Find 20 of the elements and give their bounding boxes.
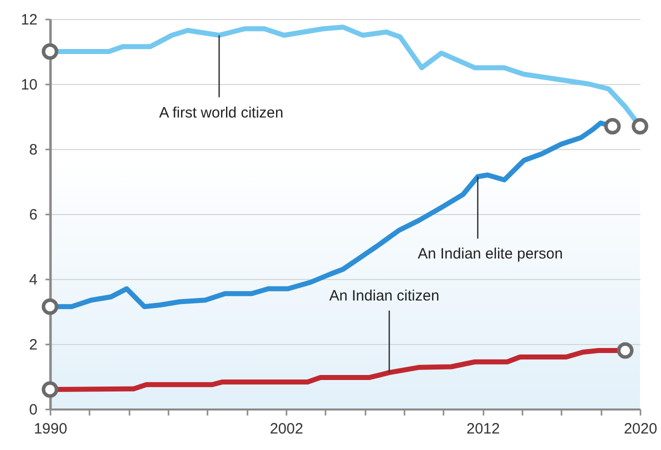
point xyxy=(42,298,58,315)
y-tick-label: 10 xyxy=(20,76,38,94)
point xyxy=(42,381,58,398)
y-tick-label: 4 xyxy=(29,272,38,288)
annotation: An Indian elite person xyxy=(418,246,563,263)
point xyxy=(604,118,621,135)
x-tick-label: 2020 xyxy=(624,420,658,438)
annotation: An Indian citizen xyxy=(329,288,440,305)
x-tick-label: 2002 xyxy=(270,420,304,438)
y-tick-label: 2 xyxy=(29,336,38,354)
point xyxy=(42,43,58,60)
y-tick-label: 6 xyxy=(29,206,38,224)
x-tick-label: 1990 xyxy=(34,420,68,438)
y-tick-label: 12 xyxy=(20,12,38,28)
annotation: A first world citizen xyxy=(159,104,284,122)
y-tick-label: 8 xyxy=(29,142,38,158)
x-tick-label: 2012 xyxy=(466,420,500,438)
point xyxy=(632,118,648,135)
point xyxy=(616,342,634,359)
y-tick-label: 0 xyxy=(29,402,38,418)
